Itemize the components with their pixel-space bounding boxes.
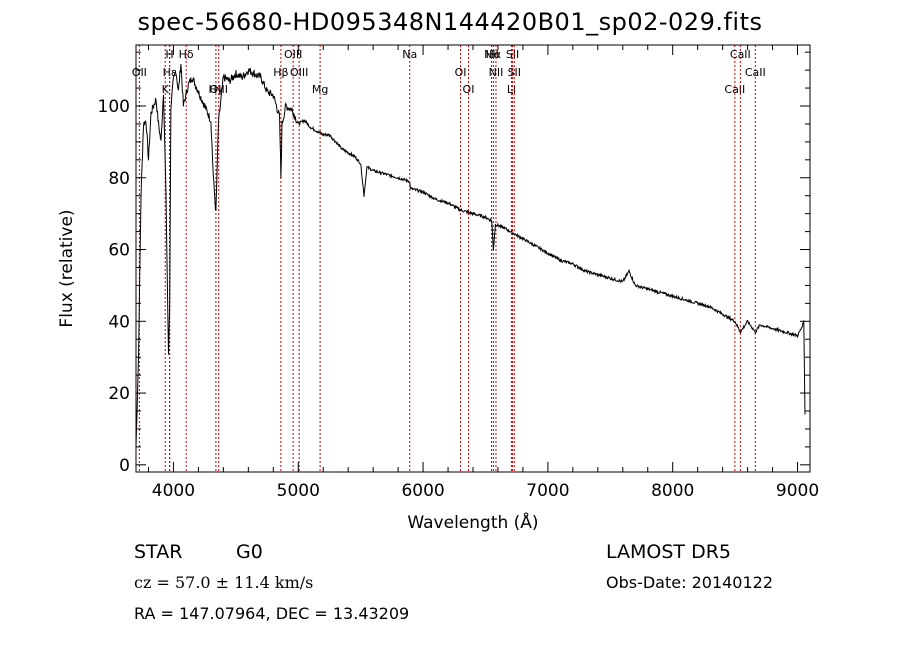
line-marker-label: OI bbox=[455, 66, 467, 79]
x-tick-label: 5000 bbox=[277, 481, 320, 501]
obs-date-text: Obs-Date: 20140122 bbox=[606, 573, 774, 592]
line-marker-label: OIII bbox=[284, 48, 302, 61]
subclass-label: G0 bbox=[236, 541, 263, 563]
line-marker-label: K bbox=[162, 83, 170, 96]
x-tick-label: 8000 bbox=[651, 481, 694, 501]
class-label: STAR bbox=[134, 541, 183, 563]
line-marker-label: Hα bbox=[486, 48, 502, 61]
line-marker-label: NII bbox=[489, 66, 504, 79]
x-tick-label: 4000 bbox=[152, 481, 195, 501]
line-marker-label: Hδ bbox=[179, 48, 194, 61]
line-marker-label: SII bbox=[508, 66, 521, 79]
line-marker-label: OIII bbox=[210, 83, 228, 96]
line-marker-label: CaII bbox=[724, 83, 745, 96]
line-marker-label: SII bbox=[506, 48, 519, 61]
line-marker-label: H bbox=[165, 48, 173, 61]
line-marker-label: OI bbox=[463, 83, 475, 96]
y-tick-label: 100 bbox=[98, 97, 130, 117]
line-marker-label: Na bbox=[402, 48, 417, 61]
survey-label: LAMOST DR5 bbox=[606, 541, 731, 563]
line-marker-label: Hγ bbox=[208, 83, 223, 96]
coordinates-text: RA = 147.07964, DEC = 13.43209 bbox=[134, 604, 410, 623]
x-axis-label: Wavelength (Å) bbox=[407, 511, 538, 533]
y-tick-label: 80 bbox=[108, 169, 130, 189]
redshift-text: cz = 57.0 ± 11.4 km/s bbox=[134, 573, 314, 592]
plot-frame bbox=[135, 44, 811, 473]
line-marker-label: Li bbox=[507, 83, 516, 96]
line-marker-label: CaII bbox=[730, 48, 751, 61]
x-tick-label: 9000 bbox=[776, 481, 819, 501]
line-marker-label: CaII bbox=[745, 66, 766, 79]
spectrum-line bbox=[135, 63, 806, 448]
x-tick-label: 6000 bbox=[401, 481, 444, 501]
line-marker-label: OII bbox=[132, 66, 147, 79]
y-axis-label: Flux (relative) bbox=[57, 209, 77, 327]
line-marker-label: OIII bbox=[290, 66, 308, 79]
line-marker-label: Hε bbox=[163, 66, 177, 79]
y-tick-label: 40 bbox=[108, 312, 130, 332]
chart-title: spec-56680-HD095348N144420B01_sp02-029.f… bbox=[137, 8, 763, 36]
y-tick-label: 20 bbox=[108, 384, 130, 404]
y-tick-label: 60 bbox=[108, 241, 130, 261]
line-marker-label: Mg bbox=[312, 83, 328, 96]
line-marker-label: NII bbox=[484, 48, 499, 61]
y-tick-label: 0 bbox=[119, 456, 130, 476]
x-tick-label: 7000 bbox=[526, 481, 569, 501]
line-marker-label: Hβ bbox=[273, 66, 288, 79]
